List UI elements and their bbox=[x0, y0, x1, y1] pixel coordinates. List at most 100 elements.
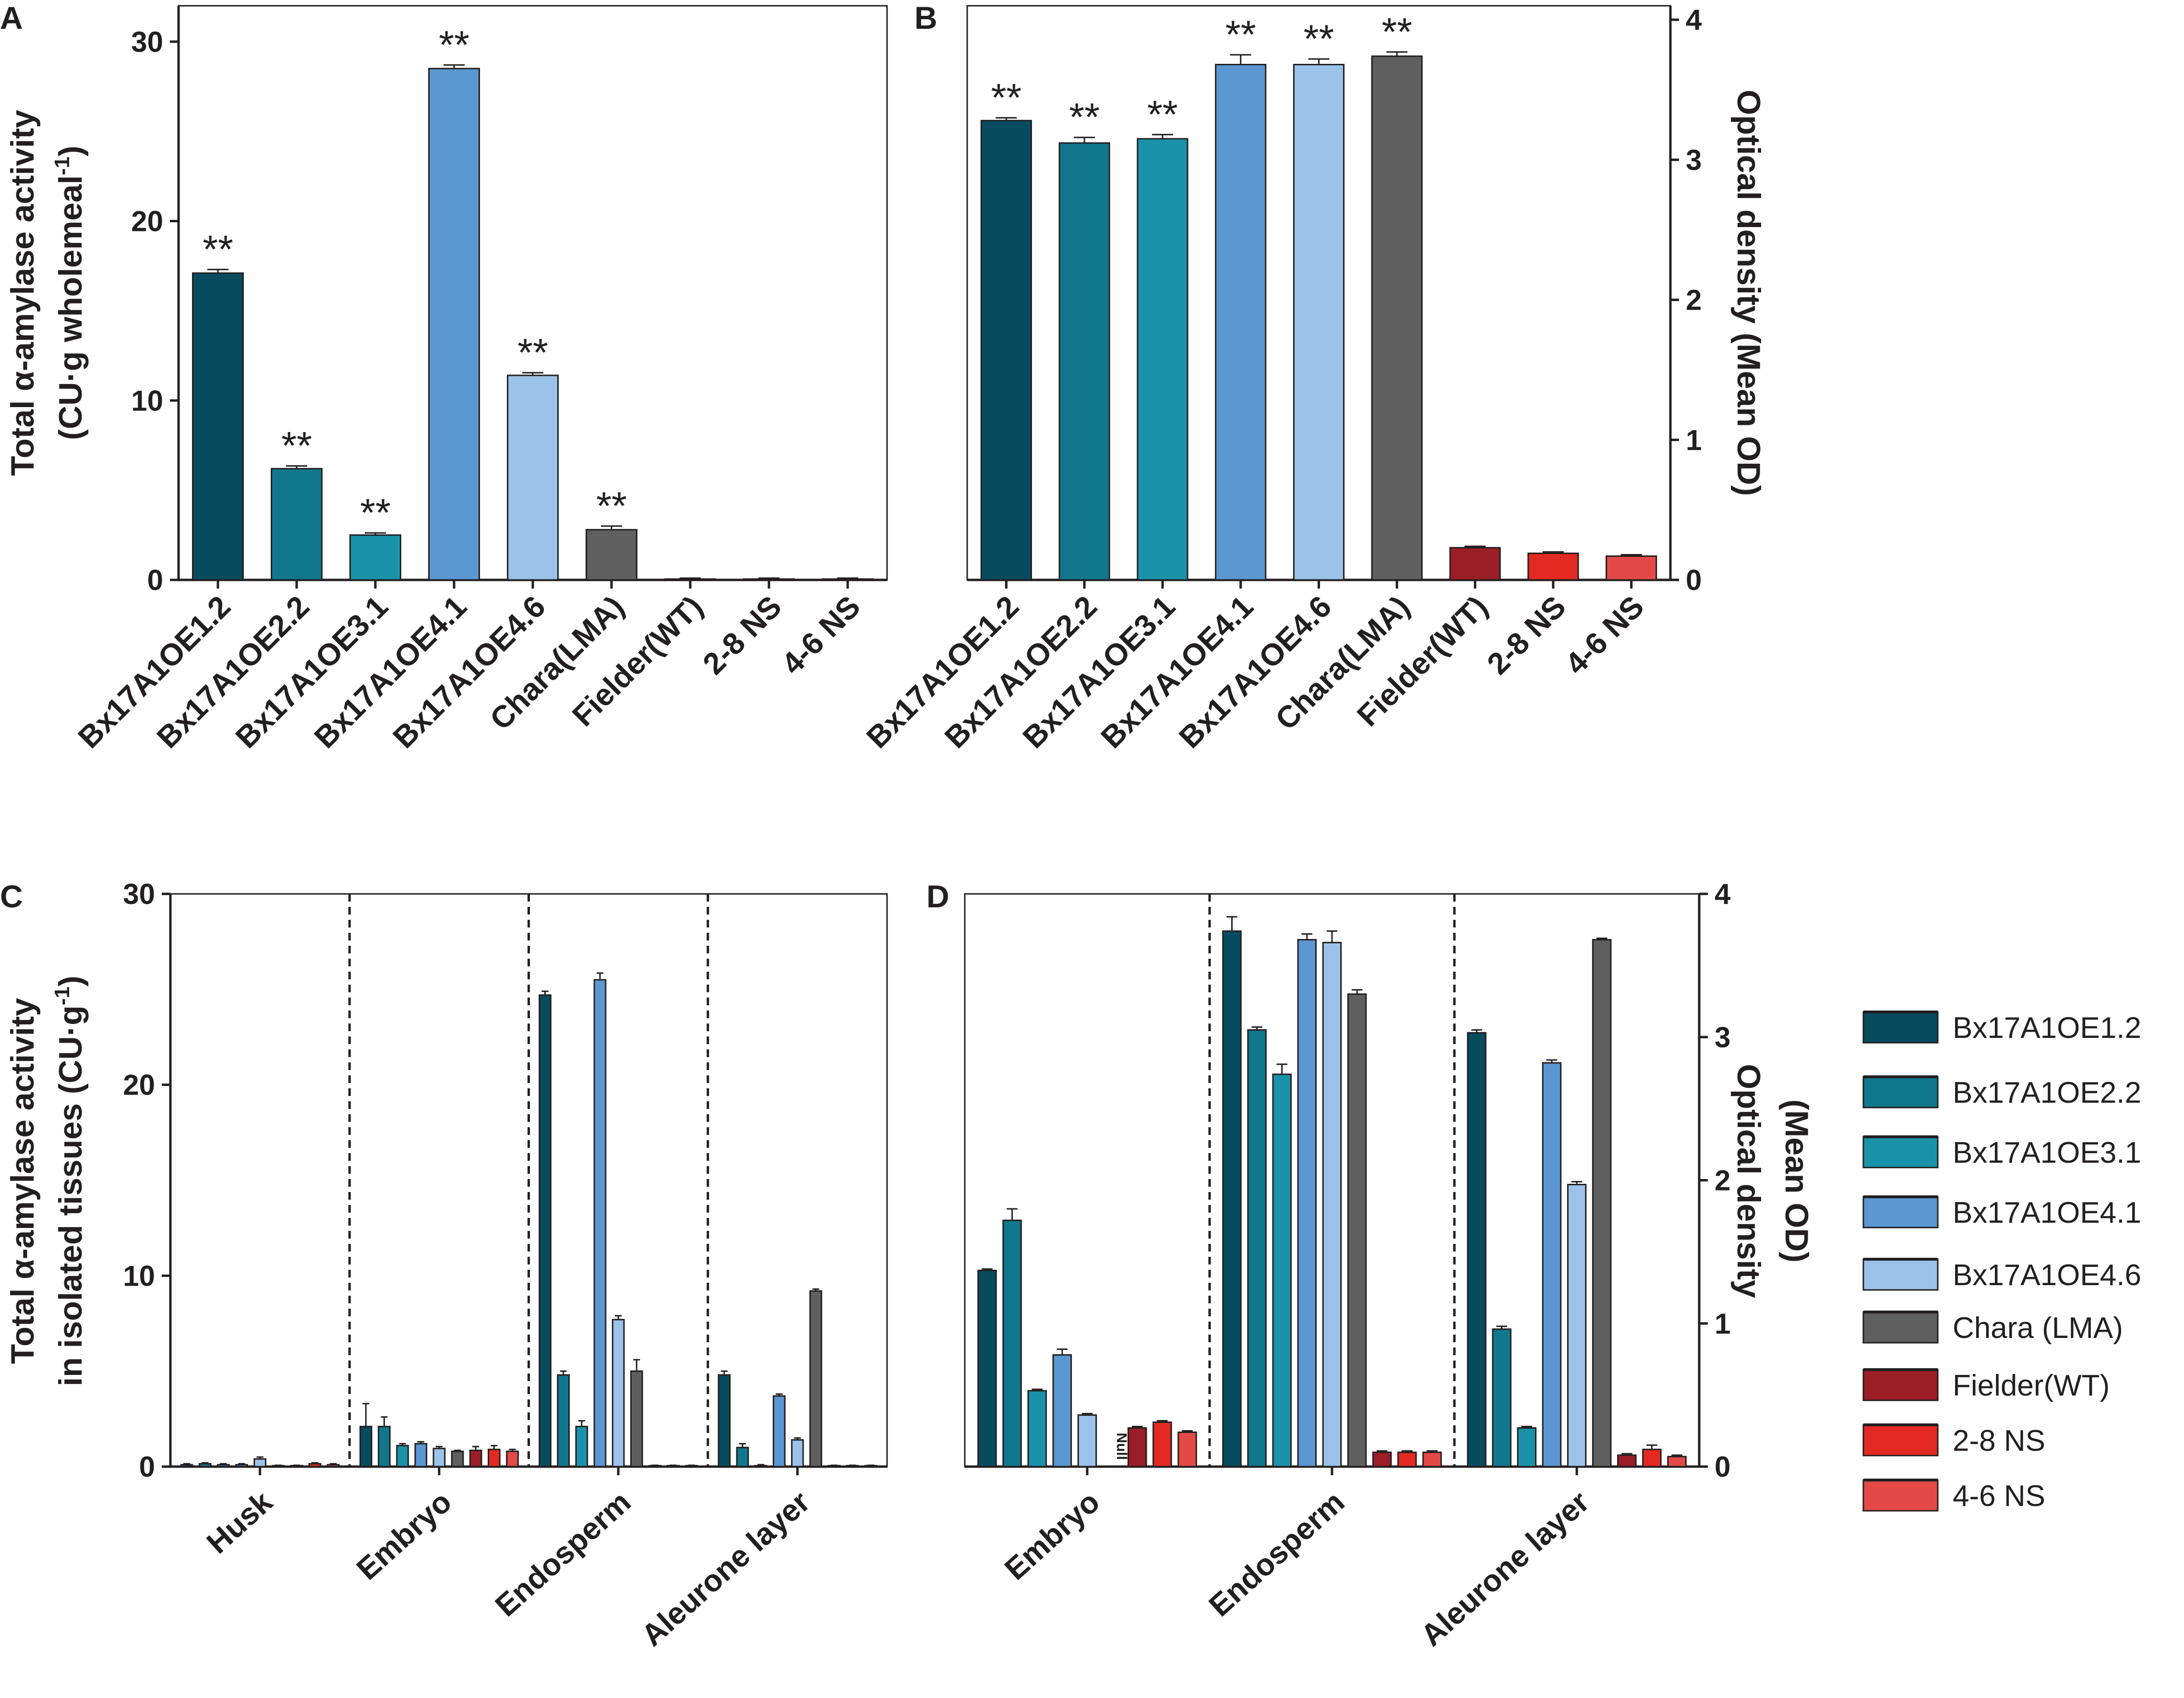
y-axis-label-a-line1-part: Total α-amylase activity bbox=[4, 110, 41, 476]
y-axis-label-b-part: Optical density (Mean OD) bbox=[1730, 90, 1767, 496]
panel-letter-a: A bbox=[0, 0, 23, 36]
bar-d-endosperm-bx17a1oe3-1 bbox=[1272, 1073, 1292, 1468]
bar-b-bx17a1oe4-6 bbox=[1293, 64, 1345, 581]
legend-label-bx17a1oe4-6: Bx17A1OE4.6 bbox=[1953, 1259, 2141, 1292]
significance-label-a-bx17a1oe1-2: ** bbox=[203, 228, 233, 271]
y-tick-label-d-0: 0 bbox=[1715, 1451, 1730, 1483]
legend-swatch-bx17a1oe2-2 bbox=[1862, 1076, 1939, 1108]
bar-c-endosperm-bx17a1oe4-1 bbox=[593, 979, 607, 1468]
y-tick-label-d-4: 4 bbox=[1715, 878, 1731, 910]
legend-swatch-2-8-ns bbox=[1862, 1424, 1939, 1457]
legend-swatch-4-6-ns bbox=[1862, 1479, 1939, 1512]
group-label-c-husk: Husk bbox=[200, 1484, 279, 1560]
y-axis-label-b: Optical density (Mean OD) bbox=[1730, 90, 1767, 496]
bar-c-husk-bx17a1oe4-1 bbox=[235, 1464, 248, 1468]
y-axis-label-c-line2-part: -1 bbox=[50, 987, 74, 1005]
significance-label-a-chara-lma: ** bbox=[596, 484, 627, 528]
y-tick-label-a-20: 20 bbox=[131, 205, 163, 238]
bar-c-husk-bx17a1oe1-2 bbox=[180, 1464, 193, 1468]
x-tick-label-a-2-8-ns: 2-8 NS bbox=[696, 589, 788, 681]
bar-b-bx17a1oe1-2 bbox=[980, 120, 1032, 581]
legend-swatch-fielder-wt bbox=[1862, 1369, 1939, 1401]
bar-d-endosperm-chara-lma bbox=[1347, 993, 1367, 1468]
bar-d-embryo-bx17a1oe4-1 bbox=[1052, 1354, 1072, 1468]
y-axis-label-a-line1: Total α-amylase activity bbox=[4, 110, 41, 476]
legend-label-bx17a1oe4-1: Bx17A1OE4.1 bbox=[1953, 1196, 2141, 1229]
bar-d-endosperm-4-6-ns bbox=[1422, 1451, 1442, 1468]
legend-label-bx17a1oe1-2: Bx17A1OE1.2 bbox=[1953, 1012, 2141, 1045]
bar-c-endosperm-bx17a1oe2-2 bbox=[557, 1374, 570, 1468]
panel-letter-c: C bbox=[0, 879, 23, 914]
panel-a-total-activity-chart: 0102030Bx17A1OE1.2**Bx17A1OE2.2**Bx17A1O… bbox=[4, 5, 888, 755]
bar-d-endosperm-2-8-ns bbox=[1397, 1451, 1417, 1468]
bar-d-embryo-4-6-ns bbox=[1177, 1431, 1197, 1468]
bar-c-embryo-chara-lma bbox=[451, 1450, 464, 1468]
significance-label-b-bx17a1oe2-2: ** bbox=[1069, 96, 1100, 139]
bar-a-2-8-ns bbox=[743, 578, 795, 581]
bar-a-chara-lma bbox=[586, 529, 637, 581]
y-axis-label-c-line1: Total α-amylase activity bbox=[4, 998, 41, 1364]
bar-d-embryo-fielder-wt bbox=[1127, 1427, 1147, 1468]
y-tick-label-c-0: 0 bbox=[139, 1451, 155, 1483]
bar-d-embryo-bx17a1oe1-2 bbox=[977, 1269, 997, 1468]
bar-d-aleurone-layer-bx17a1oe1-2 bbox=[1467, 1032, 1487, 1468]
bar-a-fielder-wt bbox=[664, 578, 716, 581]
significance-label-a-bx17a1oe4-6: ** bbox=[517, 331, 548, 374]
y-axis-label-c-line2-part: ) bbox=[52, 975, 89, 987]
null-label: Null bbox=[1114, 1433, 1129, 1460]
bar-c-embryo-2-8-ns bbox=[488, 1448, 501, 1468]
legend-label-2-8-ns: 2-8 NS bbox=[1953, 1424, 2045, 1457]
y-tick-label-a-0: 0 bbox=[147, 564, 163, 596]
panel-d-isolated-tissue-od-chart: 0 1 2 3 4 Embryo Endosperm Aleurone layer Null Op… bbox=[964, 878, 1815, 1653]
bar-d-endosperm-bx17a1oe1-2 bbox=[1222, 930, 1242, 1468]
y-axis-label-d-line1: Optical density bbox=[1730, 1064, 1767, 1298]
y-tick-label-b-1: 1 bbox=[1686, 424, 1702, 456]
bar-a-bx17a1oe1-2 bbox=[192, 272, 244, 581]
significance-label-b-bx17a1oe1-2: ** bbox=[991, 76, 1021, 120]
bar-b-chara-lma bbox=[1371, 55, 1423, 581]
y-tick-label-b-0: 0 bbox=[1686, 564, 1702, 596]
bar-d-aleurone-layer-bx17a1oe2-2 bbox=[1492, 1328, 1512, 1468]
panel-b-optical-density-chart: 01234Bx17A1OE1.2**Bx17A1OE2.2**Bx17A1OE3… bbox=[860, 4, 1767, 755]
bar-a-bx17a1oe4-6 bbox=[507, 374, 559, 581]
legend-swatch-chara-lma bbox=[1862, 1311, 1939, 1344]
y-tick-label-d-2: 2 bbox=[1715, 1165, 1730, 1197]
bar-c-endosperm-bx17a1oe1-2 bbox=[539, 994, 552, 1468]
bar-d-aleurone-layer-bx17a1oe4-1 bbox=[1542, 1062, 1562, 1468]
bar-a-4-6-ns bbox=[822, 578, 874, 581]
bar-c-husk-4-6-ns bbox=[326, 1464, 340, 1468]
legend-label-chara-lma: Chara (LMA) bbox=[1953, 1312, 2123, 1345]
bar-d-embryo-bx17a1oe4-6 bbox=[1077, 1414, 1097, 1468]
legend-swatch-bx17a1oe4-1 bbox=[1862, 1196, 1939, 1228]
significance-label-b-bx17a1oe4-1: ** bbox=[1225, 13, 1256, 57]
significance-label-b-bx17a1oe4-6: ** bbox=[1304, 17, 1334, 61]
bar-d-endosperm-bx17a1oe4-6 bbox=[1322, 941, 1342, 1468]
y-tick-label-d-3: 3 bbox=[1715, 1021, 1730, 1053]
bar-b-bx17a1oe3-1 bbox=[1137, 138, 1188, 581]
legend-label-bx17a1oe3-1: Bx17A1OE3.1 bbox=[1953, 1136, 2141, 1169]
x-tick-label-b-4-6-ns: 4-6 NS bbox=[1559, 589, 1651, 681]
bar-a-bx17a1oe3-1 bbox=[349, 534, 401, 581]
bar-a-bx17a1oe4-1 bbox=[428, 68, 480, 581]
bar-b-4-6-ns bbox=[1606, 555, 1657, 581]
y-axis-label-c-line2: in isolated tissues (CU·g-1) bbox=[50, 975, 89, 1386]
bar-c-husk-2-8-ns bbox=[308, 1463, 322, 1468]
bar-b-bx17a1oe2-2 bbox=[1058, 142, 1110, 581]
group-label-d-embryo: Embryo bbox=[998, 1484, 1106, 1587]
bar-c-husk-bx17a1oe4-6 bbox=[253, 1458, 266, 1468]
bar-c-aleurone-layer-bx17a1oe4-6 bbox=[791, 1439, 804, 1468]
panel-letter-d: D bbox=[926, 879, 949, 914]
bar-c-husk-bx17a1oe2-2 bbox=[198, 1463, 212, 1468]
significance-label-a-bx17a1oe2-2: ** bbox=[281, 424, 312, 468]
bar-a-bx17a1oe2-2 bbox=[271, 468, 323, 581]
bar-d-aleurone-layer-fielder-wt bbox=[1617, 1454, 1637, 1468]
y-axis-label-a-line2: (CU·g wholemeal-1) bbox=[50, 145, 89, 440]
bar-c-aleurone-layer-bx17a1oe3-1 bbox=[754, 1465, 768, 1468]
bar-b-bx17a1oe4-1 bbox=[1215, 64, 1267, 581]
bar-c-embryo-bx17a1oe2-2 bbox=[378, 1425, 391, 1468]
significance-label-b-bx17a1oe3-1: ** bbox=[1147, 93, 1178, 136]
y-tick-label-d-1: 1 bbox=[1715, 1308, 1730, 1340]
significance-label-b-chara-lma: ** bbox=[1381, 10, 1412, 54]
